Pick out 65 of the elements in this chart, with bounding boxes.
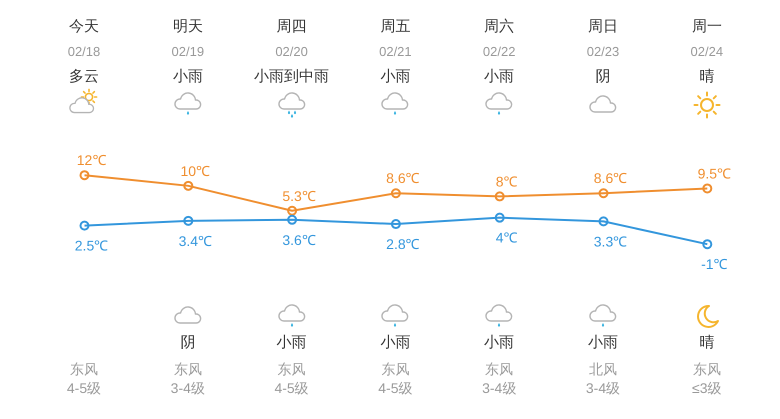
point bbox=[494, 191, 505, 202]
data-label: -1℃ bbox=[701, 256, 728, 272]
text: 东风 bbox=[380, 360, 410, 379]
text: 多云 bbox=[68, 67, 100, 87]
data-label: 3.4℃ bbox=[178, 232, 212, 249]
text: 3-4级 bbox=[170, 379, 206, 398]
point bbox=[287, 214, 298, 225]
data-label: 2.5℃ bbox=[74, 238, 108, 254]
text: 小雨 bbox=[587, 333, 619, 353]
data-label: 3.3℃ bbox=[594, 233, 628, 250]
text: 3-4级 bbox=[481, 379, 518, 398]
data-label: 10℃ bbox=[180, 162, 210, 179]
text: 东风 bbox=[692, 360, 722, 379]
data-label: 8℃ bbox=[496, 173, 518, 190]
text: 4-5级 bbox=[66, 379, 102, 398]
data-label: 5.3℃ bbox=[282, 188, 316, 204]
x-tick-label: 周六 bbox=[483, 17, 516, 37]
text: 阴 bbox=[179, 333, 196, 353]
text: 02/19 bbox=[170, 43, 206, 61]
x-tick-label: 周四 bbox=[276, 17, 308, 37]
data-label: 8.6℃ bbox=[386, 170, 420, 186]
point bbox=[390, 188, 401, 198]
text: 东风 bbox=[69, 360, 99, 379]
data-label: 8.6℃ bbox=[594, 170, 628, 186]
text: 小雨到中雨 bbox=[253, 67, 330, 87]
point bbox=[598, 188, 608, 198]
text: 阴 bbox=[594, 67, 612, 87]
text: 02/24 bbox=[690, 43, 724, 61]
text: ≤3级 bbox=[691, 379, 723, 398]
text: 02/18 bbox=[66, 43, 102, 61]
text: 02/20 bbox=[274, 43, 309, 61]
text: 东风 bbox=[484, 360, 514, 379]
x-tick-label: 今天 bbox=[68, 17, 100, 37]
text: 东风 bbox=[172, 360, 203, 379]
text: 东风 bbox=[276, 360, 307, 379]
text: 4-5级 bbox=[273, 379, 310, 398]
point bbox=[598, 216, 608, 226]
text: 小雨 bbox=[483, 333, 516, 353]
text: 02/23 bbox=[586, 43, 620, 61]
data-label: 4℃ bbox=[496, 230, 518, 246]
x-tick-label: 周五 bbox=[379, 17, 412, 37]
point bbox=[183, 180, 194, 191]
point bbox=[287, 206, 298, 216]
data-label: 2.8℃ bbox=[386, 236, 420, 252]
text: 小雨 bbox=[483, 67, 516, 87]
text: 小雨 bbox=[379, 333, 412, 353]
data-label: 12℃ bbox=[76, 152, 106, 168]
point bbox=[183, 216, 194, 226]
text: 小雨 bbox=[379, 67, 412, 87]
x-tick-label: 周日 bbox=[587, 17, 619, 37]
point bbox=[494, 212, 505, 223]
data-label: 9.5℃ bbox=[698, 165, 732, 182]
x-tick-label: 周一 bbox=[690, 17, 723, 37]
text: 4-5级 bbox=[377, 379, 414, 398]
text: 3-4级 bbox=[584, 379, 622, 398]
text: 02/22 bbox=[482, 43, 516, 61]
text: 北风 bbox=[588, 360, 618, 379]
x-tick-label: 明天 bbox=[172, 17, 204, 37]
data-label: 3.6℃ bbox=[282, 232, 316, 248]
text: 晴 bbox=[698, 67, 716, 87]
text: 小雨 bbox=[276, 333, 308, 353]
text: 晴 bbox=[698, 333, 716, 353]
point bbox=[390, 219, 401, 230]
text: 02/21 bbox=[378, 43, 413, 61]
text: 小雨 bbox=[172, 67, 204, 87]
